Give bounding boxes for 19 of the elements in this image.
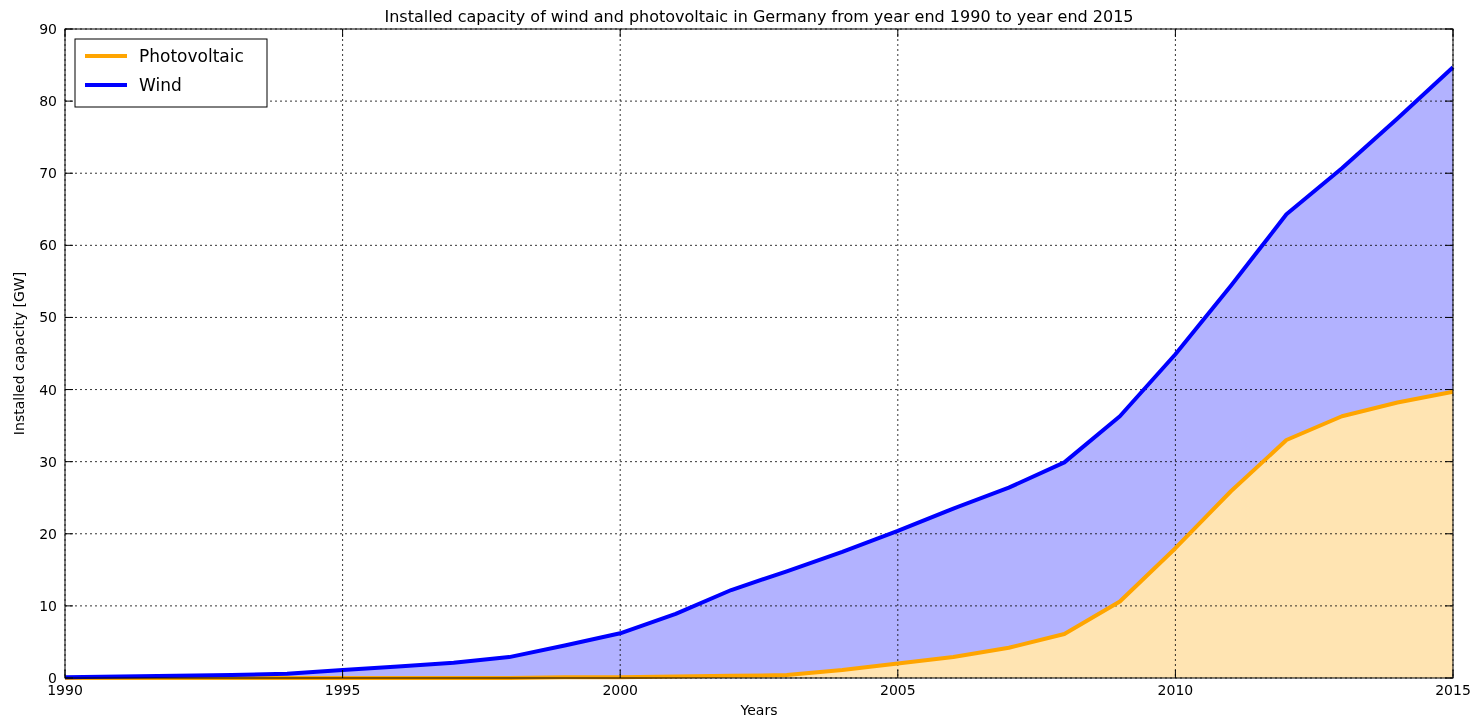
- y-tick-label: 80: [39, 93, 57, 110]
- y-tick-label: 50: [39, 309, 57, 326]
- y-tick-label: 20: [39, 525, 57, 542]
- y-tick-label: 60: [39, 237, 57, 254]
- y-tick-label: 90: [39, 21, 57, 37]
- y-tick-label: 70: [39, 165, 57, 182]
- y-axis-title: Installed capacity [GW]: [11, 271, 27, 436]
- chart-title: Installed capacity of wind and photovoltaic in Germany from year end 1990 to year end 2015: [384, 7, 1134, 26]
- legend-label: Wind: [139, 75, 182, 95]
- y-tick-label: 30: [39, 453, 57, 470]
- y-tick-label: 10: [39, 597, 57, 614]
- y-tick-label: 40: [39, 381, 57, 398]
- x-tick-label: 2000: [602, 682, 639, 698]
- x-axis-title: Years: [739, 702, 778, 718]
- x-tick-label: 1995: [324, 682, 361, 698]
- x-tick-label: 2005: [879, 682, 916, 698]
- legend-label: Photovoltaic: [139, 46, 244, 66]
- x-tick-label: 2010: [1157, 682, 1194, 698]
- x-tick-label: 2015: [1435, 682, 1471, 698]
